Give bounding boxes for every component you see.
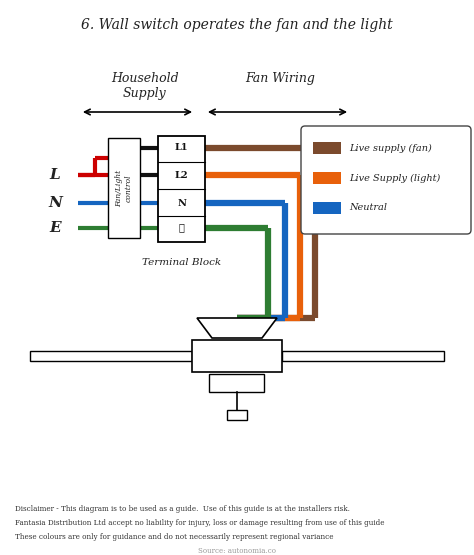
Text: Fan Wiring: Fan Wiring (245, 72, 315, 85)
Text: Source: autonomia.co: Source: autonomia.co (198, 547, 276, 555)
Text: L1: L1 (175, 144, 188, 153)
Bar (158, 136, 205, 242)
Bar (282, 351, 444, 361)
Bar (313, 172, 341, 184)
Text: Disclaimer - This diagram is to be used as a guide.  Use of this guide is at the: Disclaimer - This diagram is to be used … (15, 505, 350, 513)
Bar (192, 340, 282, 372)
Text: These colours are only for guidance and do not necessarily represent regional va: These colours are only for guidance and … (15, 533, 334, 541)
Text: Fantasia Distribution Ltd accept no liability for injury, loss or damage resulti: Fantasia Distribution Ltd accept no liab… (15, 519, 384, 527)
Text: Fan/Light
control: Fan/Light control (115, 169, 133, 206)
Bar (108, 138, 140, 238)
FancyBboxPatch shape (301, 126, 471, 234)
Text: Supply: Supply (123, 87, 167, 100)
Polygon shape (197, 318, 277, 338)
Text: L: L (50, 168, 60, 182)
Text: L2: L2 (175, 170, 188, 179)
Bar (313, 142, 341, 154)
Bar (313, 202, 341, 214)
Bar (210, 374, 264, 392)
Bar (227, 410, 247, 420)
Text: N: N (177, 199, 186, 208)
Text: Live Supply (light): Live Supply (light) (349, 173, 440, 183)
Text: Live supply (fan): Live supply (fan) (349, 143, 432, 153)
Text: ⏚: ⏚ (179, 224, 184, 233)
Text: Household: Household (111, 72, 179, 85)
Text: Neutral: Neutral (349, 204, 387, 213)
Text: Terminal Block: Terminal Block (142, 258, 221, 267)
Bar (30, 351, 192, 361)
Text: 6. Wall switch operates the fan and the light: 6. Wall switch operates the fan and the … (81, 18, 393, 32)
Text: E: E (49, 221, 61, 235)
Text: N: N (48, 196, 62, 210)
